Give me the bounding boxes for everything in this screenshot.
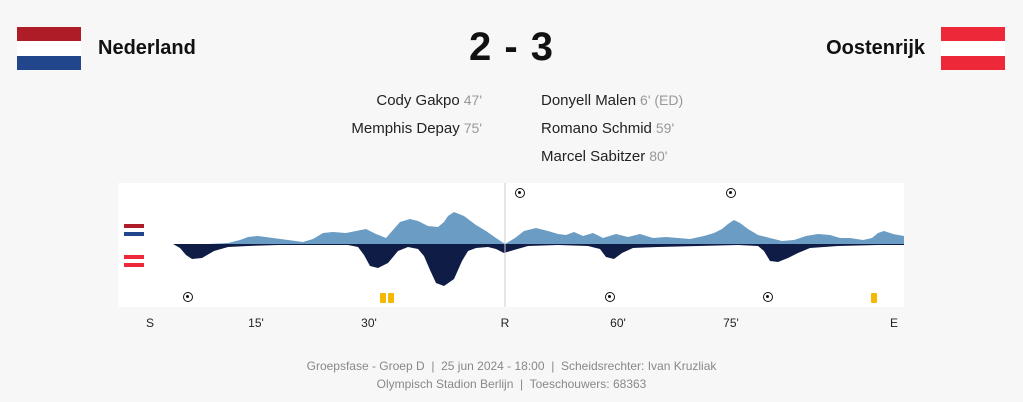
yellow-card-icon[interactable] <box>871 293 877 303</box>
away-goal-ball-icon[interactable] <box>183 292 193 302</box>
home-scorer[interactable]: Cody Gakpo 47' <box>376 92 482 109</box>
home-flag-stripe <box>17 41 81 56</box>
away-scorer[interactable]: Donyell Malen 6' (ED) <box>541 92 683 109</box>
legend-stripe <box>124 263 144 267</box>
scorer-name: Marcel Sabitzer <box>541 148 646 165</box>
home-momentum-area <box>148 212 904 244</box>
home-team-name[interactable]: Nederland <box>98 37 196 59</box>
away-scorer[interactable]: Romano Schmid 59' <box>541 120 674 137</box>
tick-label: S <box>145 316 155 330</box>
scorer-name: Romano Schmid <box>541 120 652 137</box>
match-info-line2: Olympisch Stadion Berlijn | Toeschouwers… <box>376 377 647 391</box>
yellow-card-icon[interactable] <box>380 293 386 303</box>
away-goal-ball-icon[interactable] <box>763 292 773 302</box>
away-team-name[interactable]: Oostenrijk <box>826 37 925 59</box>
tick-label: 15' <box>248 316 264 330</box>
goal-minute: 59' <box>655 120 675 136</box>
tick-label: 60' <box>610 316 626 330</box>
away-flag-stripe <box>941 27 1005 42</box>
goal-minute: 6' (ED) <box>640 92 684 108</box>
tick-label: 75' <box>723 316 739 330</box>
home-goal-ball-icon[interactable] <box>515 188 525 198</box>
home-goal-ball-icon[interactable] <box>726 188 736 198</box>
tick-label: E <box>889 316 899 330</box>
away-momentum-area <box>148 244 904 286</box>
home-flag-stripe <box>17 27 81 42</box>
tick-label: 30' <box>361 316 377 330</box>
away-flag-stripe <box>941 41 1005 56</box>
home-legend-flag <box>124 224 144 236</box>
tick-label: R <box>500 316 510 330</box>
legend-stripe <box>124 232 144 236</box>
momentum-svg <box>148 183 904 307</box>
away-flag-stripe <box>941 55 1005 70</box>
legend-stripe <box>124 224 144 228</box>
away-flag <box>941 27 1005 70</box>
yellow-card-icon[interactable] <box>388 293 394 303</box>
home-flag-stripe <box>17 55 81 70</box>
scorer-name: Cody Gakpo <box>376 92 460 109</box>
scorer-name: Memphis Depay <box>351 120 460 137</box>
match-info-line1: Groepsfase - Groep D | 25 jun 2024 - 18:… <box>306 359 717 373</box>
away-goal-ball-icon[interactable] <box>605 292 615 302</box>
home-flag <box>17 27 81 70</box>
momentum-chart <box>118 183 904 307</box>
home-scorer[interactable]: Memphis Depay 75' <box>351 120 482 137</box>
away-scorer[interactable]: Marcel Sabitzer 80' <box>541 148 667 165</box>
legend-stripe <box>124 259 144 263</box>
away-legend-flag <box>124 255 144 267</box>
match-score: 2 - 3 <box>468 25 555 69</box>
goal-minute: 75' <box>463 120 482 136</box>
legend-stripe <box>124 255 144 259</box>
goal-minute: 47' <box>463 92 482 108</box>
legend-stripe <box>124 228 144 232</box>
scorer-name: Donyell Malen <box>541 92 637 109</box>
goal-minute: 80' <box>649 148 668 164</box>
